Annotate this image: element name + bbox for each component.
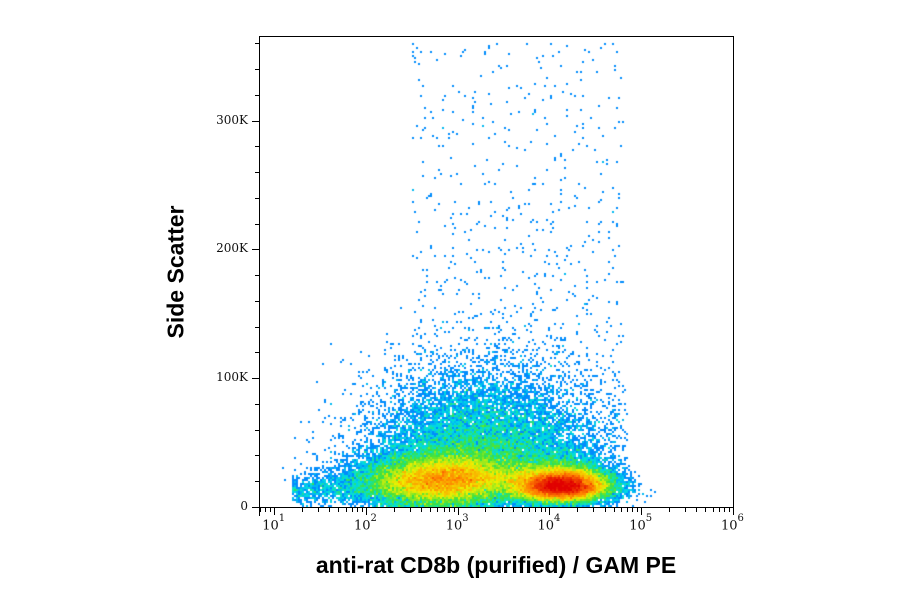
x-minor-tick: [485, 508, 486, 512]
x-minor-tick: [394, 508, 395, 512]
x-minor-tick: [577, 508, 578, 512]
y-minor-tick: [255, 198, 259, 199]
x-minor-tick: [627, 508, 628, 512]
x-minor-tick: [346, 508, 347, 512]
x-tick-label: 103: [445, 513, 469, 534]
y-minor-tick: [255, 275, 259, 276]
x-minor-tick: [302, 508, 303, 512]
y-tick-label: 200K: [216, 241, 248, 255]
x-minor-tick: [513, 508, 514, 512]
y-minor-tick: [255, 455, 259, 456]
x-minor-tick: [669, 508, 670, 512]
x-minor-tick: [265, 508, 266, 512]
x-minor-tick: [614, 508, 615, 512]
x-tick-label: 102: [353, 513, 377, 534]
x-minor-tick: [713, 508, 714, 512]
x-minor-tick: [352, 508, 353, 512]
y-axis: [259, 36, 260, 516]
x-minor-tick: [696, 508, 697, 512]
x-minor-tick: [362, 508, 363, 512]
x-tick-exponent: 5: [645, 513, 653, 524]
y-minor-tick: [255, 327, 259, 328]
x-minor-tick: [318, 508, 319, 512]
x-minor-tick: [724, 508, 725, 512]
x-minor-tick: [632, 508, 633, 512]
x-minor-tick: [685, 508, 686, 512]
x-minor-tick: [522, 508, 523, 512]
y-minor-tick: [255, 95, 259, 96]
x-tick-label: 105: [629, 513, 653, 534]
x-minor-tick: [430, 508, 431, 512]
y-minor-tick: [255, 224, 259, 225]
y-minor-tick: [255, 43, 259, 44]
x-minor-tick: [421, 508, 422, 512]
y-minor-tick: [255, 481, 259, 482]
x-minor-tick: [605, 508, 606, 512]
x-tick-base: 10: [629, 518, 646, 534]
x-minor-tick: [454, 508, 455, 512]
x-minor-tick: [541, 508, 542, 512]
x-minor-tick: [437, 508, 438, 512]
x-minor-tick: [502, 508, 503, 512]
y-minor-tick: [255, 172, 259, 173]
x-minor-tick: [719, 508, 720, 512]
x-tick-exponent: 4: [554, 513, 561, 524]
y-major-tick: [252, 507, 259, 508]
x-minor-tick: [593, 508, 594, 512]
x-tick-base: 10: [262, 518, 279, 534]
y-tick-label: 0: [240, 499, 248, 513]
y-major-tick: [252, 378, 259, 379]
x-minor-tick: [410, 508, 411, 512]
x-minor-tick: [729, 508, 730, 512]
x-minor-tick: [621, 508, 622, 512]
x-major-tick: [641, 508, 642, 515]
x-tick-exponent: 2: [370, 513, 377, 524]
x-minor-tick: [545, 508, 546, 512]
y-axis-title: Side Scatter: [162, 205, 189, 339]
x-minor-tick: [260, 508, 261, 512]
y-minor-tick: [255, 404, 259, 405]
x-tick-base: 10: [445, 518, 463, 534]
x-tick-exponent: 6: [737, 513, 744, 524]
y-tick-label: 100K: [216, 370, 248, 384]
x-tick-base: 10: [353, 518, 371, 534]
x-tick-label: 104: [537, 513, 561, 534]
y-minor-tick: [255, 301, 259, 302]
y-minor-tick: [255, 69, 259, 70]
x-major-tick: [366, 508, 367, 515]
x-tick-base: 10: [721, 518, 738, 534]
x-major-tick: [733, 508, 734, 515]
x-major-tick: [549, 508, 550, 515]
x-tick-exponent: 1: [278, 513, 286, 524]
x-tick-exponent: 3: [462, 513, 469, 524]
x-minor-tick: [449, 508, 450, 512]
y-minor-tick: [255, 430, 259, 431]
y-minor-tick: [255, 146, 259, 147]
x-major-tick: [274, 508, 275, 515]
y-major-tick: [252, 249, 259, 250]
x-minor-tick: [357, 508, 358, 512]
x-tick-label: 106: [721, 513, 744, 534]
y-major-tick: [252, 121, 259, 122]
x-minor-tick: [444, 508, 445, 512]
x-minor-tick: [535, 508, 536, 512]
y-tick-label: 300K: [216, 113, 248, 127]
x-minor-tick: [329, 508, 330, 512]
x-minor-tick: [705, 508, 706, 512]
x-minor-tick: [338, 508, 339, 512]
x-minor-tick: [270, 508, 271, 512]
x-tick-label: 101: [262, 513, 286, 534]
density-scatter: [260, 37, 733, 507]
x-tick-base: 10: [537, 518, 555, 534]
x-minor-tick: [529, 508, 530, 512]
x-minor-tick: [637, 508, 638, 512]
x-axis-title: anti-rat CD8b (purified) / GAM PE: [315, 552, 677, 578]
x-major-tick: [458, 508, 459, 515]
y-minor-tick: [255, 352, 259, 353]
x-axis: [252, 507, 734, 508]
